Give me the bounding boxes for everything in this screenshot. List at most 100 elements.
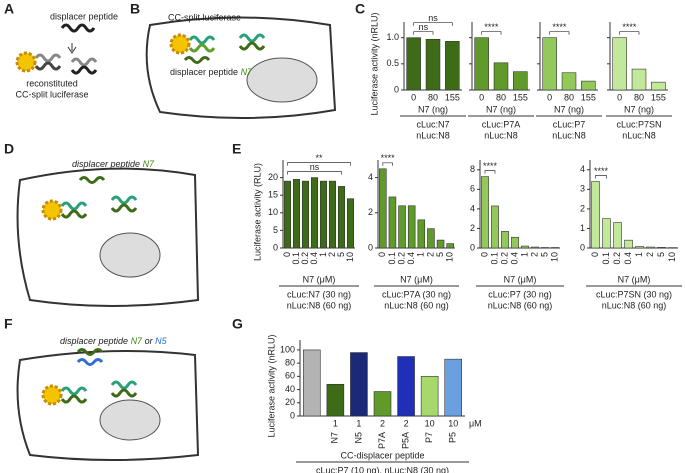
x-tick-label: 2	[529, 252, 539, 257]
x-tick-label: 5	[435, 252, 445, 257]
x-tick-label: 0.2	[499, 252, 509, 265]
significance-bracket	[413, 22, 453, 26]
diagram-label: displacer peptide	[60, 336, 128, 346]
bar	[651, 81, 666, 91]
construct-label: nLuc:N8	[552, 130, 586, 140]
x-tick-label: 80	[428, 92, 438, 102]
bar	[501, 231, 509, 249]
x-axis-label: N7 (μM)	[504, 274, 537, 284]
panel-label: C	[355, 1, 365, 17]
bar	[319, 180, 328, 249]
diagram-label: CC-split luciferase	[15, 89, 88, 99]
construct-label: cLuc:P7 (10 ng), nLuc:N8 (30 ng)	[316, 465, 449, 473]
y-tick-label: 0.5	[386, 58, 399, 68]
bar	[491, 205, 499, 249]
significance-label: ns	[428, 13, 438, 23]
bar	[613, 222, 622, 249]
x-axis-label: N7 (ng)	[486, 104, 516, 114]
y-tick-label: 3	[580, 184, 585, 194]
construct-label: cLuc:N7 (30 ng)	[287, 289, 351, 299]
construct-label: nLuc:N8 (60 ng)	[602, 300, 667, 310]
x-tick-label: 0.1	[387, 252, 397, 265]
x-axis-label: CC-displacer peptide	[340, 450, 424, 460]
y-axis-label: Luciferase activity (nRLU)	[369, 12, 379, 115]
bar	[388, 196, 397, 249]
y-tick-label: 0	[394, 84, 399, 94]
x-tick-label: 155	[513, 92, 528, 102]
y-tick-label: 2	[470, 223, 475, 233]
x-axis-label: N7 (μM)	[400, 274, 433, 284]
x-tick-label: 80	[564, 92, 574, 102]
diagram-label: displacer peptide N7	[170, 67, 253, 77]
construct-label: cLuc:P7SN (30 ng)	[596, 289, 672, 299]
x-tick-label: 0	[411, 92, 416, 102]
diagram-label: displacer peptide	[50, 11, 118, 21]
y-tick-label: 5	[273, 225, 278, 235]
bar	[445, 41, 460, 91]
y-tick-label: 1.0	[386, 32, 399, 42]
y-tick-label: 20	[285, 397, 295, 407]
bar	[624, 239, 633, 249]
x-tick-label: P5	[448, 432, 458, 443]
y-tick-label: 0	[368, 242, 373, 252]
x-axis-label: N7 (ng)	[624, 104, 654, 114]
construct-label: cLuc:P7A (30 ng)	[382, 289, 451, 299]
construct-label: nLuc:N8	[622, 130, 656, 140]
bar	[406, 37, 421, 91]
significance-label: **	[315, 153, 323, 163]
diagram-d: displacer peptide N7	[16, 159, 200, 307]
y-tick-label: 80	[285, 358, 295, 368]
significance-bracket	[619, 31, 640, 35]
dose-label: 2	[404, 418, 409, 428]
diagram-label: N7	[131, 336, 143, 346]
x-tick-label: N7	[330, 432, 340, 444]
bar	[474, 37, 489, 91]
significance-label: ****	[484, 22, 499, 32]
construct-label: nLuc:N8	[484, 130, 518, 140]
significance-label: ****	[594, 166, 609, 176]
panel-label: E	[232, 141, 241, 157]
bar	[398, 205, 406, 249]
x-tick-label: 80	[634, 92, 644, 102]
x-tick-label: 5	[539, 252, 549, 257]
x-tick-label: 0.2	[612, 252, 622, 265]
y-tick-label: 40	[285, 384, 295, 394]
bar	[283, 180, 292, 249]
construct-label: cLuc:P7 (30 ng)	[488, 289, 552, 299]
x-tick-label: P7A	[377, 432, 387, 449]
panel-label: G	[232, 316, 243, 332]
bar	[493, 62, 509, 91]
significance-bracket	[549, 31, 570, 35]
bar	[328, 180, 337, 249]
bar	[373, 391, 392, 417]
y-tick-label: 60	[285, 371, 295, 381]
bar	[407, 205, 416, 249]
construct-label: nLuc:N8 (60 ng)	[384, 300, 449, 310]
construct-label: nLuc:N8 (60 ng)	[488, 300, 553, 310]
bar	[646, 246, 655, 249]
x-tick-label: 2	[425, 252, 435, 257]
construct-label: cLuc:P7	[553, 119, 586, 129]
bar	[379, 168, 387, 249]
diagram-label: or	[145, 336, 154, 346]
dose-label: 10	[448, 418, 458, 428]
significance-bracket	[595, 175, 607, 179]
significance-bracket	[287, 162, 351, 166]
x-tick-label: 0	[590, 252, 600, 257]
x-tick-label: 0.1	[489, 252, 499, 265]
x-tick-label: 5	[656, 252, 666, 257]
x-axis-label: N7 (μM)	[618, 274, 651, 284]
diagram-label: CC-split luciferase	[168, 12, 241, 22]
bar	[427, 228, 435, 249]
dose-label: 1	[333, 418, 338, 428]
bar	[631, 68, 647, 91]
x-tick-label: 10	[445, 252, 455, 262]
dose-label: 10	[425, 418, 435, 428]
bar	[511, 236, 519, 249]
bar	[302, 349, 321, 417]
x-tick-label: 1	[519, 252, 529, 257]
x-tick-label: 0	[479, 252, 489, 257]
bar	[531, 246, 539, 249]
bar	[591, 181, 600, 249]
panel-label: B	[130, 1, 140, 17]
